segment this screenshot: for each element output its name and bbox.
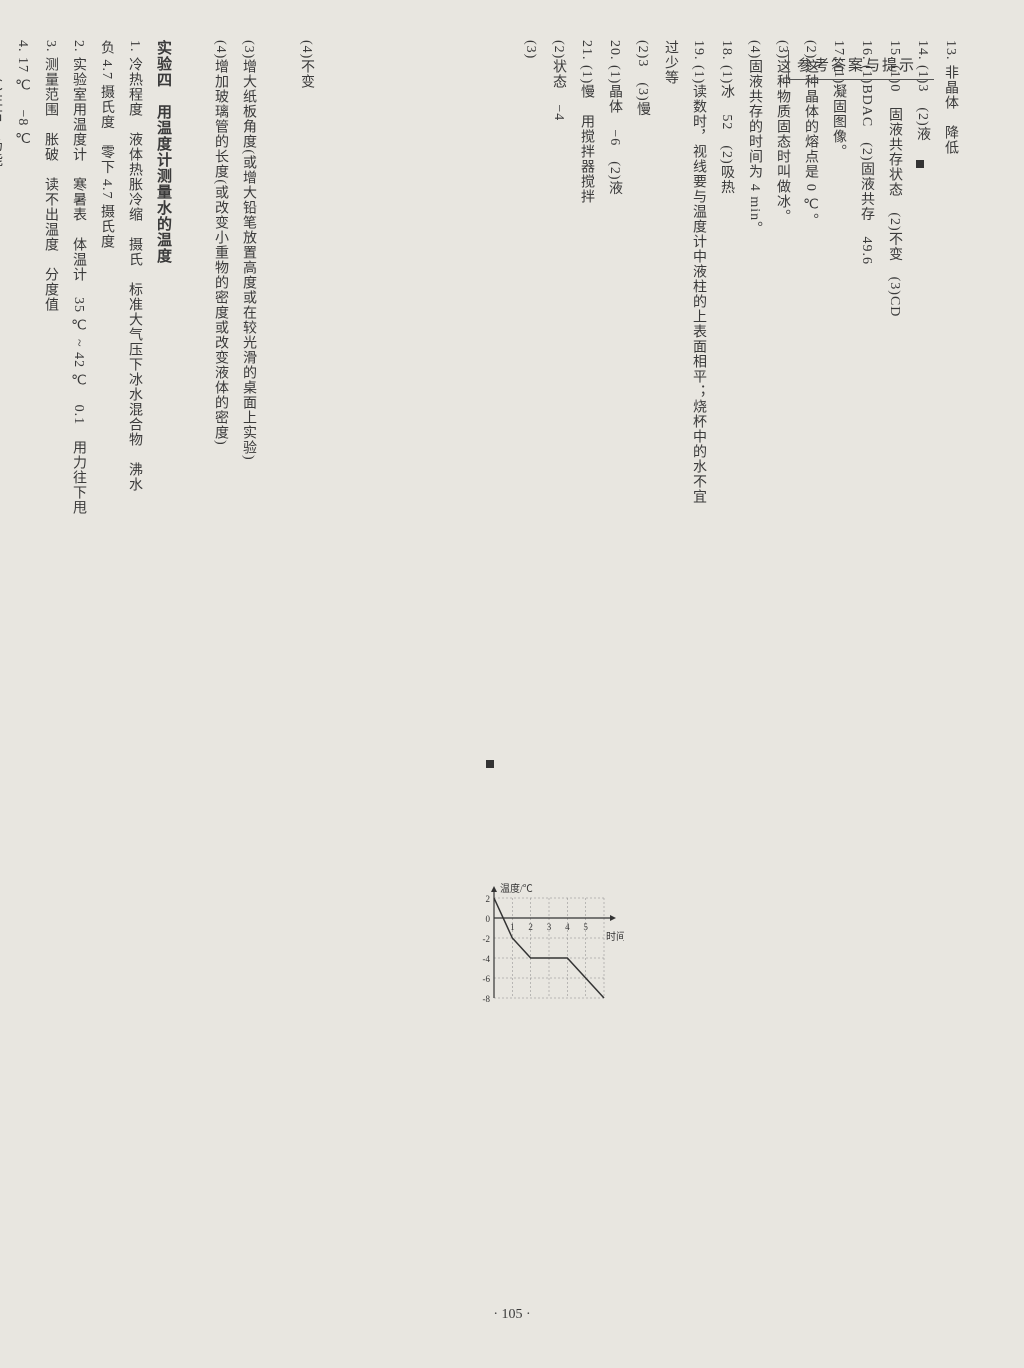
svg-text:2: 2: [486, 894, 491, 904]
spacer: [376, 40, 404, 1328]
svg-text:-6: -6: [483, 974, 491, 984]
svg-text:-8: -8: [483, 994, 491, 1004]
text-line: 1. 冷热程度 液体热胀冷缩 摄氏 标准大气压下冰水混合物 沸水: [120, 40, 148, 1328]
text-line: (3): [516, 40, 544, 1328]
svg-text:温度/℃: 温度/℃: [500, 882, 533, 895]
text-line: (2)3 (3)慢: [628, 40, 656, 1328]
svg-text:3: 3: [547, 922, 552, 932]
right-column: 13. 非晶体 降低14. (1)3 (2)液15. (1)0 固液共存状态 (…: [292, 40, 964, 1328]
corner-marker: [486, 760, 494, 768]
text-line: 4. 17 ℃ −8 ℃: [8, 40, 36, 1328]
spacer: [460, 40, 488, 1328]
text-line: 20. (1)晶体 −6 (2)液: [600, 40, 628, 1328]
spacer: [488, 40, 516, 1328]
text-line: (4)固液共存的时间为 4 min。: [740, 40, 768, 1328]
header-box: 参考答案与提示: [788, 50, 934, 80]
text-line: (2)状态 −4: [544, 40, 572, 1328]
text-line: 19. (1)读数时，视线要与温度计中液柱的上表面相平；烧杯中的水不宜: [684, 40, 712, 1328]
svg-text:1: 1: [510, 922, 514, 932]
text-line: (4)增加玻璃管的长度(或改变小重物的密度或改变液体的密度): [206, 40, 234, 1328]
text-line: 13. 非晶体 降低: [936, 40, 964, 1328]
text-line: 17. (1)凝固图像。: [824, 40, 852, 1328]
svg-text:-2: -2: [483, 934, 491, 944]
text-line: 21. (1)慢 用搅拌器搅拌: [572, 40, 600, 1328]
text-line: 3. 测量范围 胀破 读不出温度 分度值: [36, 40, 64, 1328]
spacer: [348, 40, 376, 1328]
text-line: 过少等: [656, 40, 684, 1328]
text-line: 实验四 用温度计测量水的温度: [148, 40, 178, 1328]
left-column: (3)增大纸板角度(或增大铅笔放置高度或在较光滑的桌面上实验)(4)增加玻璃管的…: [0, 40, 262, 1328]
text-line: [178, 40, 206, 1328]
text-line: 15. (1)0 固液共存状态 (2)不变 (3)CD: [880, 40, 908, 1328]
text-line: (2)这种晶体的熔点是 0 ℃。: [796, 40, 824, 1328]
svg-text:5: 5: [583, 922, 588, 932]
svg-text:0: 0: [486, 914, 491, 924]
text-line: 5. 37 ℃左右 仍能 39.5: [0, 40, 8, 1328]
text-line: 负 4.7 摄氏度 零下 4.7 摄氏度: [92, 40, 120, 1328]
spacer: [320, 40, 348, 1328]
text-line: (4)不变: [292, 40, 320, 1328]
svg-text:-4: -4: [483, 954, 491, 964]
text-line: (3)增大纸板角度(或增大铅笔放置高度或在较光滑的桌面上实验): [234, 40, 262, 1328]
svg-text:时间/min: 时间/min: [606, 930, 624, 943]
text-line: 16. (1)BDAC (2)固液共存 49.6: [852, 40, 880, 1328]
text-line: 14. (1)3 (2)液: [908, 40, 936, 1328]
svg-text:2: 2: [528, 922, 533, 932]
text-line: 2. 实验室用温度计 寒暑表 体温计 35 ℃ ~ 42 ℃ 0.1 用力往下甩: [64, 40, 92, 1328]
spacer: [404, 40, 432, 1328]
page-number: · 105 ·: [493, 1307, 530, 1323]
text-line: (3)这种物质固态时叫做冰。: [768, 40, 796, 1328]
text-line: 18. (1)冰 52 (2)吸热: [712, 40, 740, 1328]
temperature-chart: 2 0 -2 -4 -6 -8 1 2 3 4 5 温度/℃ 时间/min: [464, 878, 624, 1018]
header-text: 参考答案与提示: [797, 58, 916, 74]
corner-marker: [916, 160, 924, 168]
svg-text:4: 4: [565, 922, 570, 932]
spacer: [432, 40, 460, 1328]
